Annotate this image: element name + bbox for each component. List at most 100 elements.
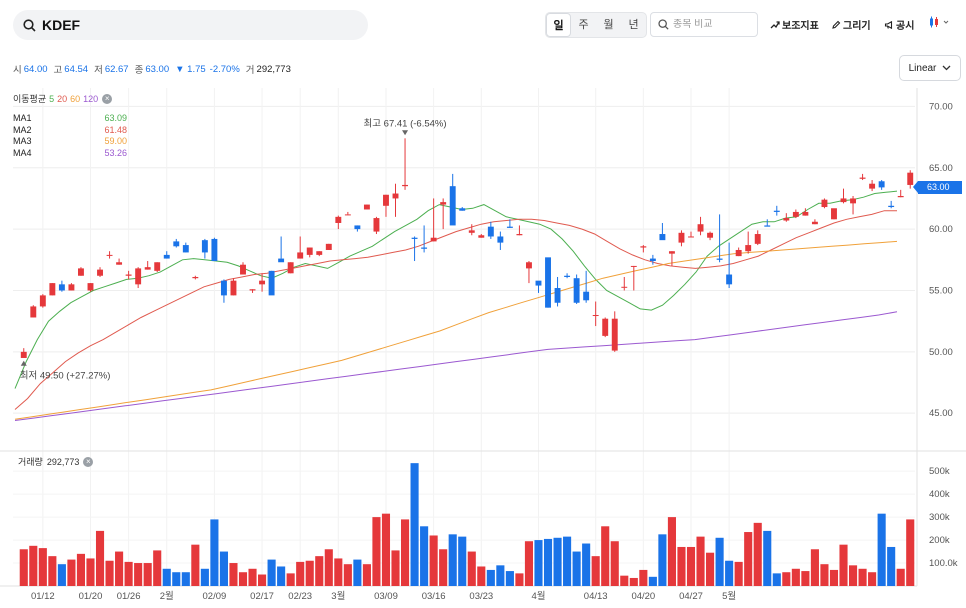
price-tick-label: 55.00 xyxy=(929,285,953,296)
volume-bar xyxy=(410,463,419,586)
candle-body xyxy=(68,284,75,291)
candle-body xyxy=(411,237,418,239)
volume-bar xyxy=(877,513,886,586)
volume-bar xyxy=(763,530,772,586)
volume-bar xyxy=(610,541,619,586)
candle-body xyxy=(773,210,780,212)
volume-tick-label: 500k xyxy=(929,466,950,477)
ma-period-60: 60 xyxy=(70,93,81,104)
candle-body xyxy=(907,172,914,185)
candle-body xyxy=(316,251,323,255)
period-year-tab[interactable]: 년 xyxy=(628,19,639,31)
candle-body xyxy=(487,226,494,237)
period-week-tab[interactable]: 주 xyxy=(578,19,589,31)
candle-body xyxy=(869,183,876,189)
time-tick-label: 04/20 xyxy=(631,591,655,602)
candle-body xyxy=(564,275,571,277)
trend-icon xyxy=(770,20,780,28)
volume-bar xyxy=(553,537,562,586)
volume-bar xyxy=(896,568,905,586)
candle-body xyxy=(545,257,551,308)
candle-body xyxy=(20,351,27,358)
scale-label: Linear xyxy=(908,62,937,74)
volume-bar xyxy=(381,513,391,586)
pencil-icon xyxy=(832,20,841,29)
close-icon[interactable]: × xyxy=(83,456,94,467)
low-marker-icon xyxy=(20,360,27,366)
ma3-value: 59.00 xyxy=(104,136,127,146)
scale-dropdown[interactable]: Linear xyxy=(899,55,961,81)
current-price-tag: 63.00 xyxy=(913,181,962,194)
ma-period-20: 20 xyxy=(57,93,68,104)
candle-body xyxy=(688,236,694,238)
volume-bar xyxy=(791,568,800,586)
candle-body xyxy=(850,198,856,204)
candle-body xyxy=(373,218,380,232)
chart-type-button[interactable] xyxy=(929,16,953,28)
volume-bar xyxy=(181,572,190,586)
candle-body xyxy=(659,234,666,241)
volume-bar xyxy=(95,530,105,586)
candle-body xyxy=(49,283,56,296)
volume-bar xyxy=(29,545,38,586)
volume-bar xyxy=(563,536,572,586)
disclosure-button[interactable]: 공시 xyxy=(884,17,914,32)
low-label: 저 xyxy=(94,65,103,76)
volume-bar xyxy=(734,561,743,586)
symbol-search[interactable]: KDEF xyxy=(13,10,368,40)
time-tick-label: 03/16 xyxy=(422,591,446,602)
volume-bar xyxy=(200,568,209,586)
draw-button[interactable]: 그리기 xyxy=(831,17,871,32)
candle-body xyxy=(811,221,818,225)
candle-body xyxy=(297,252,304,259)
volume-bar xyxy=(696,536,705,586)
volume-bar xyxy=(76,553,86,586)
candle-body xyxy=(268,270,275,296)
price-tick-label: 50.00 xyxy=(929,347,953,358)
volume-bar xyxy=(153,550,162,586)
volume-bar xyxy=(248,568,257,586)
period-selector: 일 주 월 년 xyxy=(545,12,647,38)
volume-bar xyxy=(458,536,467,586)
volume-bar xyxy=(706,552,715,586)
ma1-line xyxy=(14,190,898,389)
candle-body xyxy=(707,232,714,238)
period-month-tab[interactable]: 월 xyxy=(603,19,614,31)
period-day-tab[interactable]: 일 xyxy=(546,13,571,37)
candle-body xyxy=(135,268,142,285)
volume-bar xyxy=(143,563,152,586)
volume-bar xyxy=(48,556,57,586)
volume-bar xyxy=(572,551,581,586)
candle-body xyxy=(459,208,466,211)
candle-body xyxy=(897,195,904,198)
candle-body xyxy=(363,204,370,210)
volume-bar xyxy=(115,551,124,586)
volume-legend-value: 292,773 xyxy=(46,456,80,467)
candle-body xyxy=(764,225,771,227)
volume-bar xyxy=(505,571,514,586)
candle-body xyxy=(840,198,847,203)
volume-bar xyxy=(591,556,600,586)
volume-bar xyxy=(353,559,362,586)
high-value: 64.54 xyxy=(64,63,89,75)
change-percent: -2.70% xyxy=(209,63,240,75)
volume-tick-label: 100.0k xyxy=(929,558,958,569)
price-tick-label: 65.00 xyxy=(929,163,953,174)
candle-body xyxy=(421,247,428,249)
volume-bar xyxy=(229,563,238,586)
indicators-button[interactable]: 보조지표 xyxy=(770,17,819,32)
close-icon[interactable]: × xyxy=(102,93,113,104)
candle-body xyxy=(802,211,809,216)
candle-body xyxy=(30,306,37,318)
candle-body xyxy=(144,267,151,270)
volume-bar xyxy=(124,561,133,586)
search-icon xyxy=(23,18,36,32)
chevron-down-icon xyxy=(942,65,951,71)
indicators-label: 보조지표 xyxy=(782,21,819,32)
volume-bar xyxy=(372,517,381,586)
volume-bar xyxy=(67,559,76,586)
volume-bar xyxy=(486,569,495,586)
low-value: 62.67 xyxy=(104,63,129,75)
compare-input[interactable] xyxy=(673,19,753,30)
